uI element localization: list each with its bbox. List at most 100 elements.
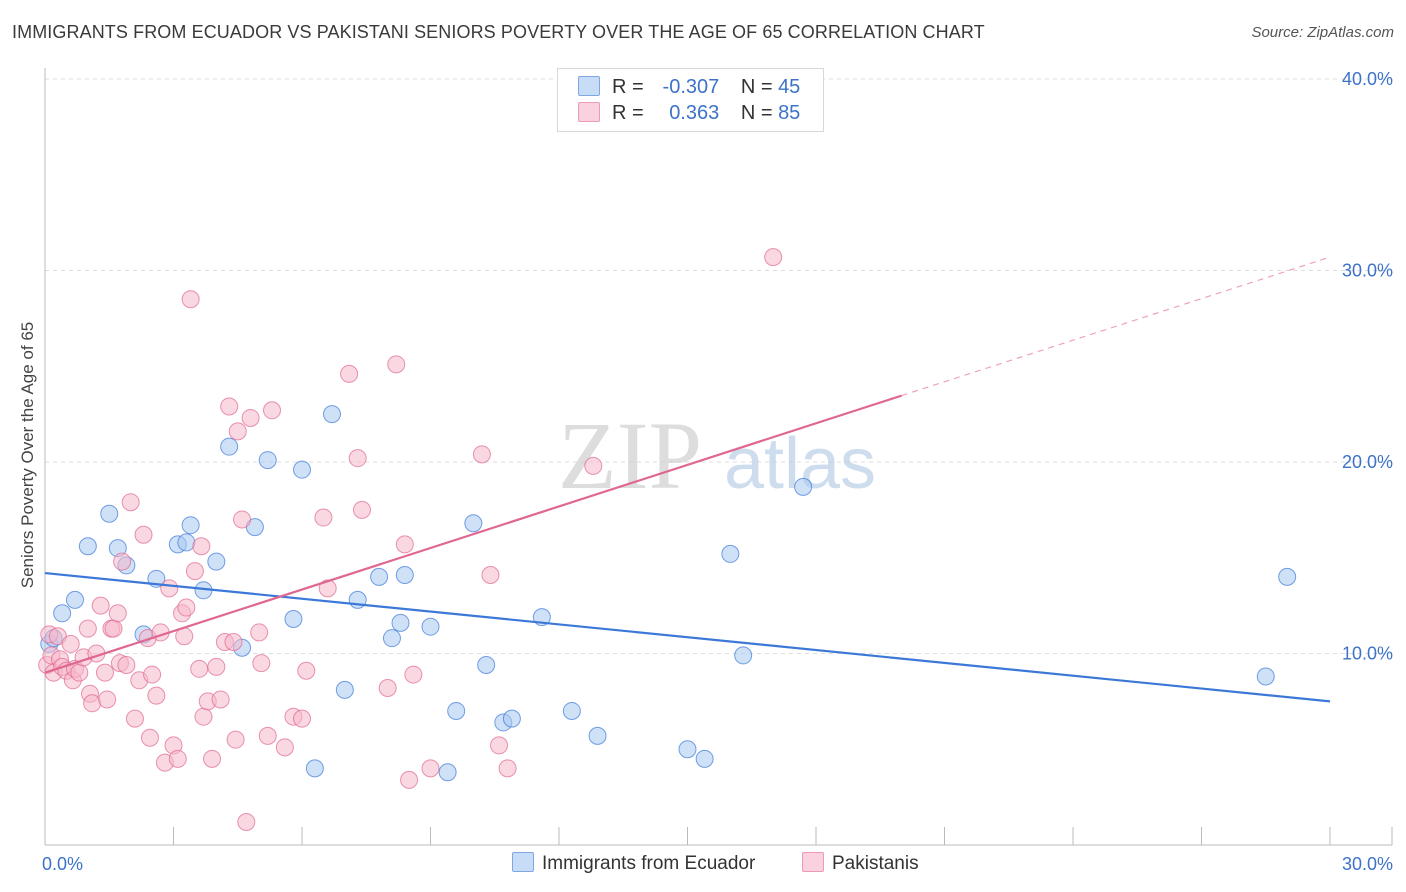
pakistani-point: [400, 770, 419, 789]
legend-n-label: N =: [740, 102, 773, 124]
bottom-legend-swatch-pakistanis: [802, 852, 824, 872]
pakistani-point: [481, 565, 500, 584]
pakistani-trend-line: [44, 394, 903, 674]
ecuador-point: [447, 701, 466, 720]
ecuador-point: [502, 709, 521, 728]
pakistani-point: [252, 654, 271, 673]
ecuador-point: [1256, 667, 1275, 686]
pakistani-point: [220, 397, 239, 416]
ecuador-point: [293, 460, 311, 479]
y-tick-label: 30.0%: [1342, 261, 1393, 281]
pakistani-point: [211, 690, 230, 709]
source-label: Source: ZipAtlas.com: [1251, 24, 1394, 41]
ecuador-point: [562, 701, 581, 720]
ecuador-point: [438, 763, 457, 782]
watermark-zip: ZIP: [558, 402, 702, 509]
ecuador-point: [322, 405, 341, 424]
ecuador-point: [207, 552, 226, 571]
bottom-legend-label: Pakistanis: [832, 853, 919, 874]
pakistani-point: [490, 736, 509, 755]
legend-swatch-pakistanis: [578, 102, 600, 122]
pakistani-point: [237, 813, 256, 832]
pakistani-point: [421, 759, 440, 778]
ecuador-point: [53, 604, 72, 623]
ecuador-point: [395, 565, 414, 584]
pakistani-point: [121, 493, 140, 512]
ecuador-point: [181, 516, 200, 535]
pakistani-point: [314, 508, 333, 527]
ecuador-point: [100, 504, 119, 523]
pakistani-point: [168, 749, 187, 768]
ecuador-point: [588, 726, 607, 745]
x-tick-label: 30.0%: [1342, 854, 1393, 874]
pakistani-point: [226, 730, 245, 749]
pakistani-point: [472, 445, 491, 464]
pakistani-point: [91, 596, 110, 615]
pakistani-point: [160, 579, 179, 598]
bottom-legend-swatch-ecuador: [512, 852, 534, 872]
pakistani-point: [61, 634, 80, 653]
pakistani-point: [108, 604, 127, 623]
ecuador-point: [477, 655, 496, 674]
pakistani-point: [404, 665, 423, 684]
ecuador-point: [391, 613, 410, 632]
pakistani-point: [113, 552, 132, 571]
legend-row-ecuador: R = -0.307 N = 45: [578, 76, 800, 102]
pakistani-point: [207, 657, 226, 676]
bottom-legend-ecuador: Immigrants from Ecuador: [512, 852, 755, 875]
pakistani-point: [275, 738, 294, 757]
ecuador-point: [177, 533, 196, 552]
y-tick-label: 20.0%: [1342, 452, 1393, 472]
pakistani-point: [233, 510, 252, 529]
ecuador-trend-line: [44, 571, 1331, 703]
ecuador-point: [65, 590, 84, 609]
ecuador-point: [695, 749, 714, 768]
pakistani-point: [387, 355, 406, 374]
legend-r-label: R =: [612, 102, 644, 124]
ecuador-point: [258, 451, 277, 470]
pakistani-point: [125, 709, 144, 728]
ecuador-point: [305, 759, 324, 778]
pakistani-point: [224, 633, 243, 652]
ecuador-point: [335, 680, 354, 699]
x-tick-label: 0.0%: [42, 854, 83, 874]
ecuador-point: [382, 629, 401, 648]
ecuador-point: [220, 437, 239, 456]
pakistani-point: [241, 408, 260, 427]
pakistani-trend-line-extension: [901, 256, 1331, 397]
ecuador-point: [421, 617, 440, 636]
pakistani-point: [140, 728, 159, 747]
pakistani-point: [297, 661, 316, 680]
pakistani-point: [98, 690, 117, 709]
pakistani-point: [134, 525, 153, 544]
pakistani-point: [177, 598, 196, 617]
legend-n-value: 85: [778, 102, 801, 124]
pakistani-point: [104, 619, 123, 638]
pakistani-point: [340, 364, 359, 383]
legend-n-value: 45: [778, 76, 801, 98]
pakistani-point: [194, 707, 213, 726]
correlation-legend: R = -0.307 N = 45 R = 0.363 N = 85: [557, 68, 824, 132]
ecuador-point: [678, 740, 697, 759]
pakistani-point: [228, 422, 247, 441]
ecuador-point: [1278, 567, 1297, 586]
pakistani-point: [395, 535, 414, 554]
pakistani-point: [95, 663, 114, 682]
pakistani-point: [203, 749, 222, 768]
bottom-legend-label: Immigrants from Ecuador: [542, 853, 756, 874]
pakistani-point: [764, 248, 783, 267]
pakistani-point: [83, 694, 102, 713]
pakistani-point: [378, 678, 397, 697]
pakistani-point: [190, 659, 209, 678]
pakistani-point: [584, 456, 603, 475]
y-tick-label: 10.0%: [1342, 644, 1393, 664]
legend-n-label: N =: [740, 76, 773, 98]
pakistani-point: [78, 619, 97, 638]
pakistani-point: [498, 759, 517, 778]
ecuador-point: [284, 610, 303, 629]
ecuador-point: [794, 477, 813, 496]
ecuador-point: [721, 544, 740, 563]
pakistani-point: [250, 623, 269, 642]
pakistani-point: [70, 663, 89, 682]
